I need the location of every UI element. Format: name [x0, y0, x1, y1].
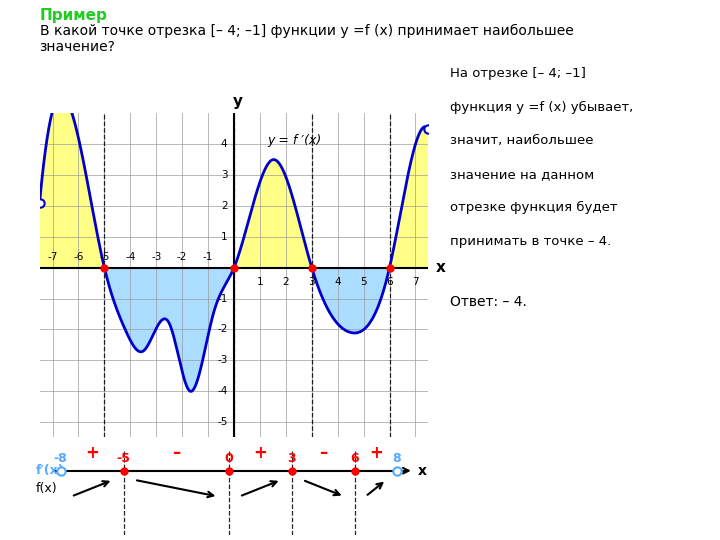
Text: 4: 4 [334, 277, 341, 287]
Text: Пример: Пример [40, 8, 107, 23]
Text: y = f ′(x): y = f ′(x) [268, 134, 322, 147]
Text: -4: -4 [217, 386, 228, 396]
Text: x: x [436, 260, 446, 275]
Text: значение на данном: значение на данном [450, 168, 594, 181]
Text: -8: -8 [54, 453, 68, 465]
Text: 8: 8 [392, 453, 401, 465]
Text: f′(x): f′(x) [35, 464, 64, 477]
Text: +: + [369, 444, 383, 462]
Text: -2: -2 [177, 252, 187, 261]
Text: -3: -3 [217, 355, 228, 365]
Text: отрезке функция будет: отрезке функция будет [450, 201, 618, 214]
Text: +: + [85, 444, 99, 462]
Text: 0: 0 [225, 453, 233, 465]
Text: -4: -4 [125, 252, 135, 261]
Text: -1: -1 [217, 294, 228, 303]
Text: y: y [233, 93, 243, 109]
Text: -2: -2 [217, 325, 228, 334]
Text: –: – [172, 444, 180, 462]
Text: -5: -5 [217, 417, 228, 427]
Text: -7: -7 [48, 252, 58, 261]
Text: 2: 2 [282, 277, 289, 287]
Text: –: – [319, 444, 328, 462]
Text: На отрезке [– 4; –1]: На отрезке [– 4; –1] [450, 68, 586, 80]
Text: принимать в точке – 4.: принимать в точке – 4. [450, 235, 611, 248]
Text: -5: -5 [99, 252, 109, 261]
Text: -1: -1 [203, 252, 213, 261]
Text: функция у =f (x) убывает,: функция у =f (x) убывает, [450, 101, 634, 114]
Text: 2: 2 [221, 201, 228, 211]
Text: 6: 6 [386, 277, 393, 287]
Text: +: + [253, 444, 267, 462]
Text: В какой точке отрезка [– 4; –1] функции у =f (x) принимает наибольшее
значение?: В какой точке отрезка [– 4; –1] функции … [40, 24, 573, 54]
Text: -3: -3 [151, 252, 161, 261]
Text: 3: 3 [221, 170, 228, 180]
Text: 4: 4 [221, 139, 228, 149]
Text: 1: 1 [221, 232, 228, 242]
Text: 5: 5 [360, 277, 367, 287]
Text: -6: -6 [73, 252, 84, 261]
Text: 6: 6 [351, 453, 359, 465]
Text: 1: 1 [256, 277, 264, 287]
Text: значит, наибольшее: значит, наибольшее [450, 134, 593, 147]
Text: x: x [418, 464, 427, 478]
Text: 3: 3 [287, 453, 296, 465]
Text: 3: 3 [308, 277, 315, 287]
Text: Ответ: – 4.: Ответ: – 4. [450, 295, 527, 309]
Text: 7: 7 [412, 277, 419, 287]
Text: f(x): f(x) [35, 482, 57, 495]
Text: -5: -5 [117, 453, 130, 465]
